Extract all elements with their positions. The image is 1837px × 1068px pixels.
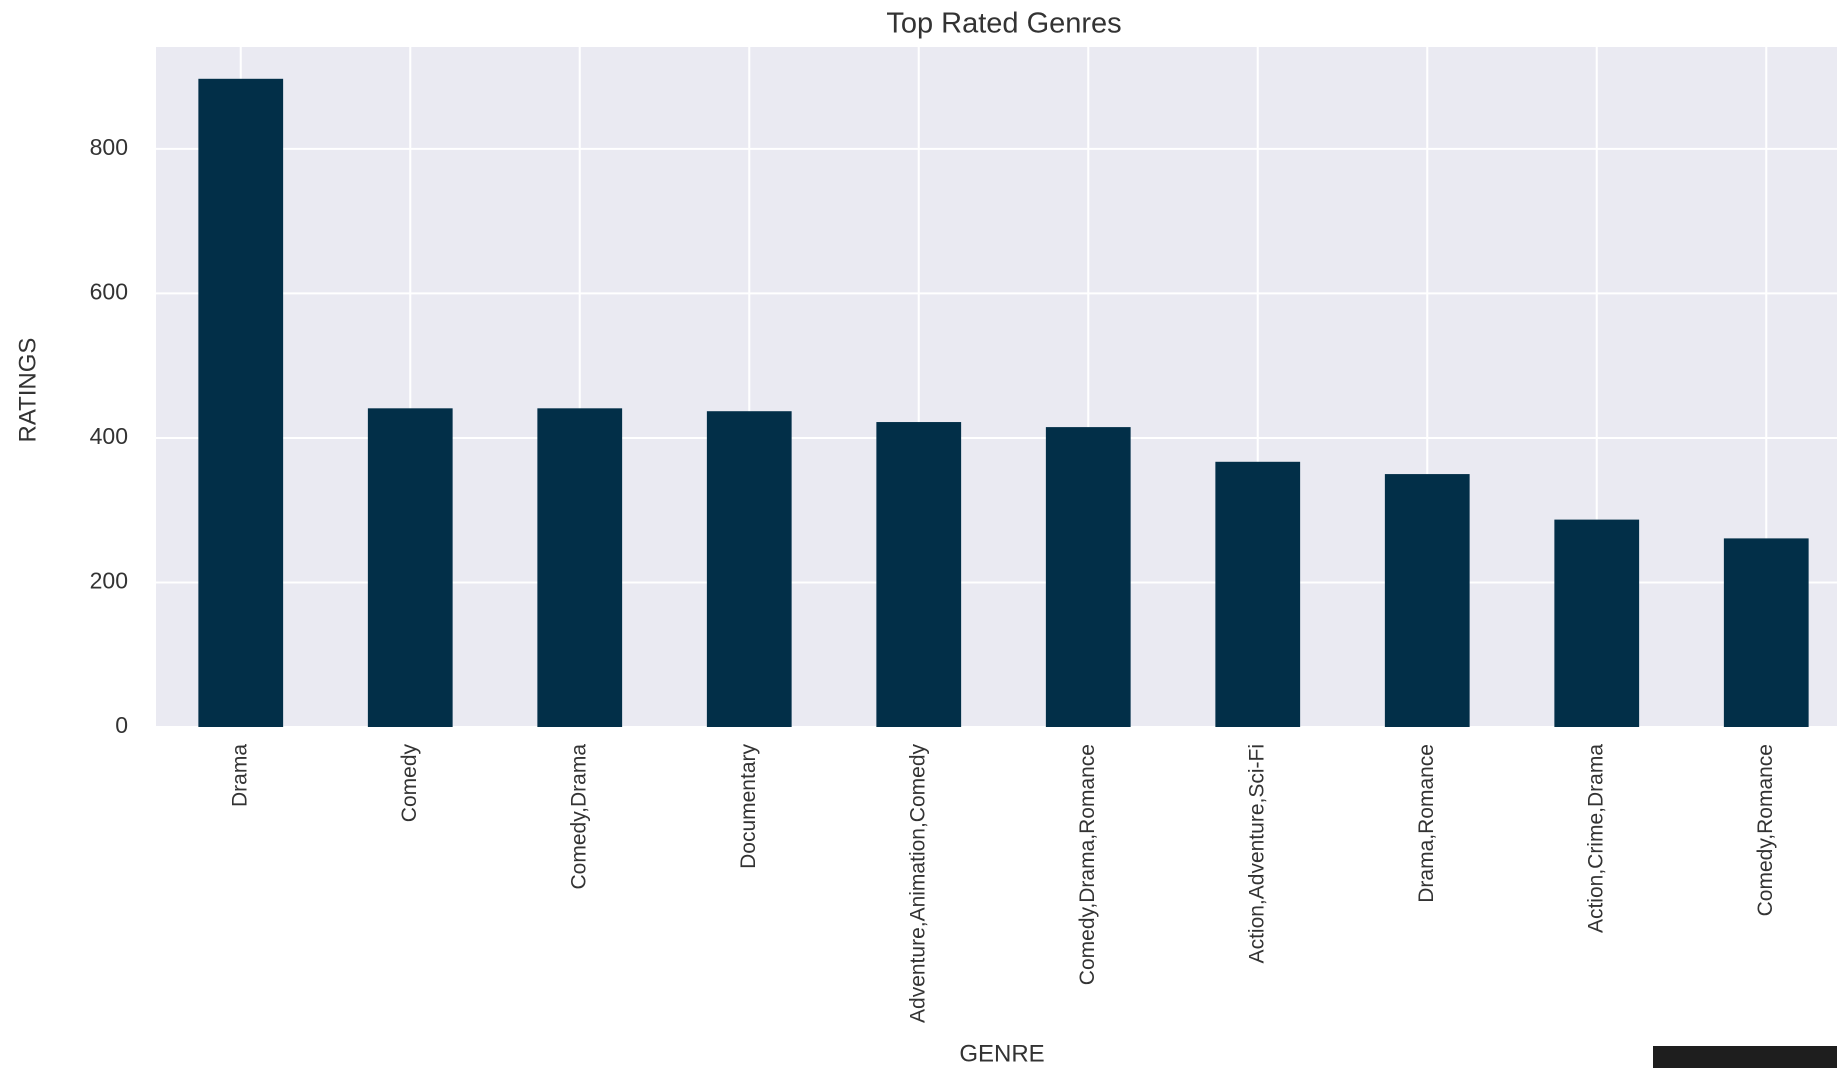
x-tick-label: Comedy,Romance [1754,744,1777,916]
bar [1554,519,1640,727]
y-tick-label: 800 [90,134,128,160]
bar [1723,538,1809,727]
x-tick-label: Adventure,Animation,Comedy [906,744,929,1023]
x-tick-label: Action,Adventure,Sci-Fi [1245,744,1268,963]
bar [1045,427,1131,727]
y-tick-label: 400 [90,423,128,449]
bar [1384,474,1470,727]
bar [537,408,623,727]
y-axis-label: RATINGS [14,338,41,443]
bar [1215,461,1301,727]
y-tick-label: 0 [115,712,128,738]
bar [706,411,792,727]
x-tick-label: Action,Crime,Drama [1584,744,1607,933]
x-tick-label: Documentary [737,744,760,869]
bar [876,422,962,727]
x-tick-label: Drama [228,744,251,807]
y-tick-label: 200 [90,568,128,594]
y-tick-label: 600 [90,278,128,304]
x-tick-label: Comedy,Drama [567,744,590,890]
bar [367,408,453,727]
overlay-widget [1653,1046,1837,1068]
bar [198,78,284,727]
x-tick-label: Drama,Romance [1415,744,1438,903]
x-tick-label: Comedy,Drama,Romance [1076,744,1099,985]
x-axis-label: GENRE [959,1040,1044,1067]
chart-title: Top Rated Genres [886,8,1121,40]
x-tick-label: Comedy [398,744,421,823]
